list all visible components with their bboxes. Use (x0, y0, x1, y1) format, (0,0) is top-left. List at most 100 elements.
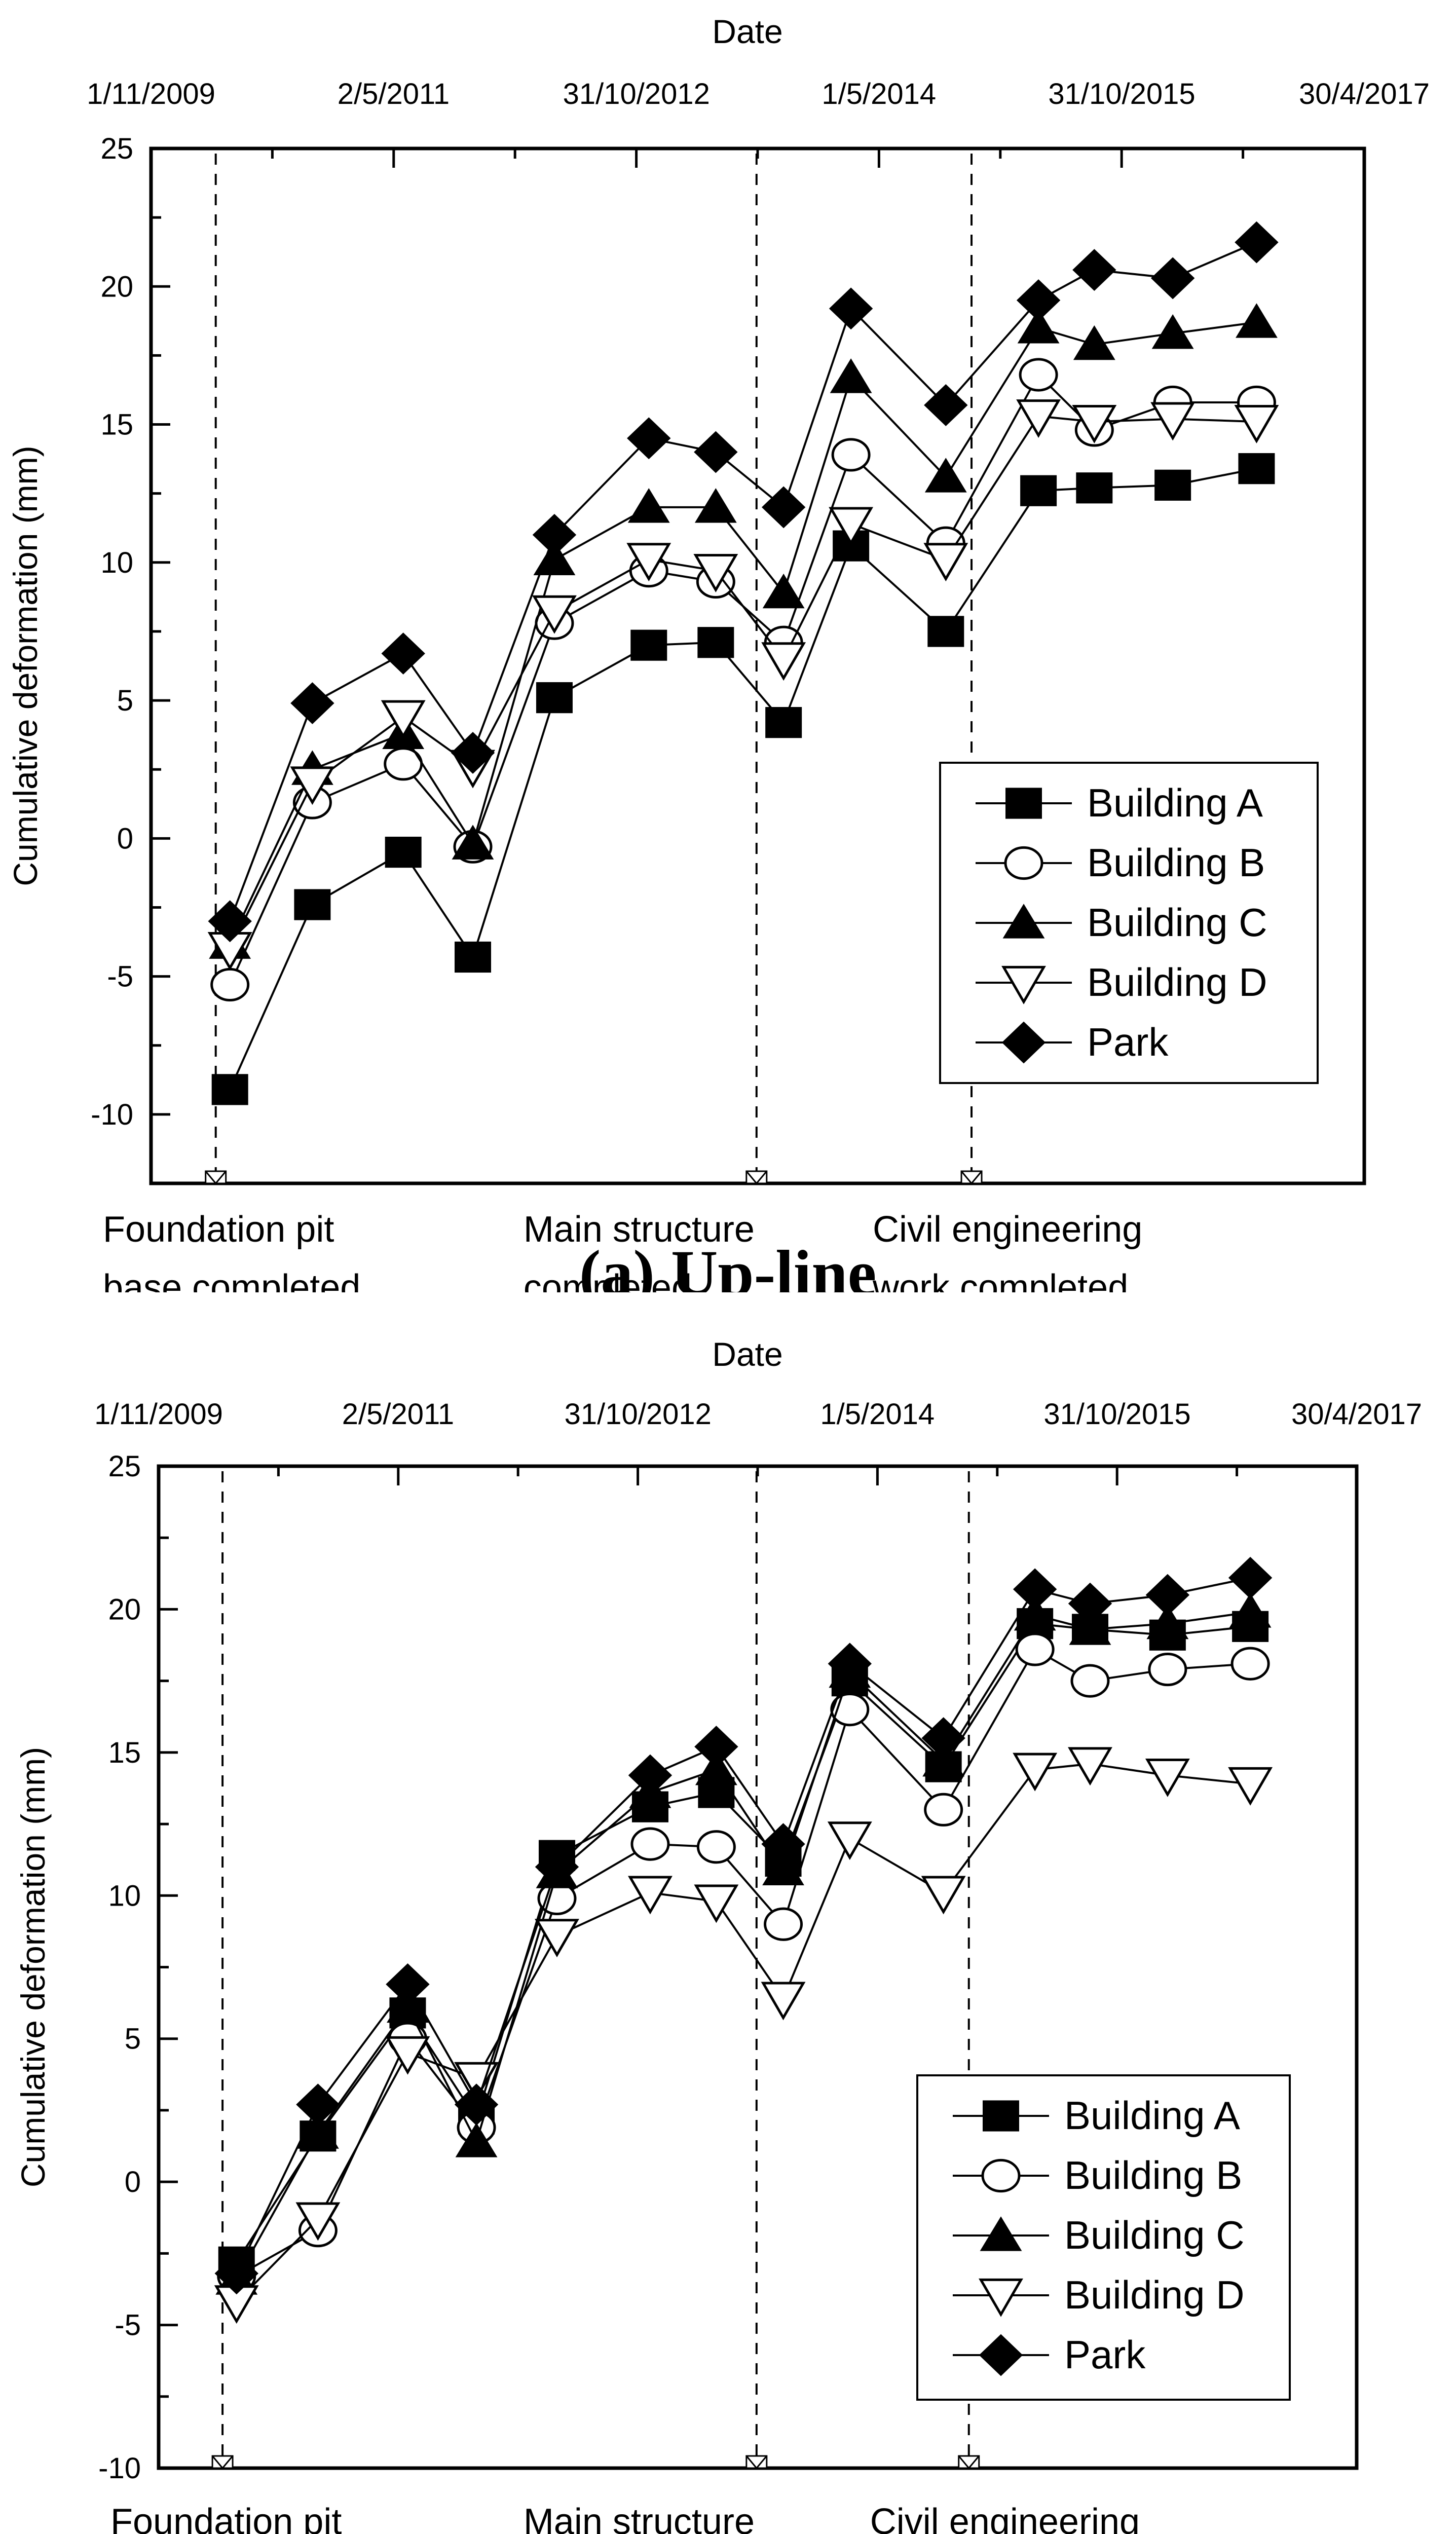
y-axis-title: Cumulative deformation (mm) (14, 1747, 52, 2187)
y-tick-label: -5 (107, 960, 133, 993)
up-line-chart-svg: Date 1/11/2009 2/5/2011 31/10/2012 1/5/2014 3… (7, 13, 1430, 1309)
x-tick-label: 31/10/2015 (1048, 78, 1195, 110)
triangle-down-marker (827, 1821, 872, 1860)
x-tick-label: 31/10/2012 (563, 78, 710, 110)
diamond-marker (381, 632, 425, 675)
y-tick-label: -10 (98, 2452, 141, 2485)
legend-marker-icon (1004, 846, 1043, 880)
triangle-up-marker (452, 825, 494, 860)
y-tick-label: 0 (117, 822, 133, 855)
milestone-label: work completed (872, 1268, 1128, 1292)
x-tick-label: 30/4/2017 (1291, 1398, 1422, 1431)
legend-label: Building A (1064, 2093, 1240, 2138)
legend-marker-icon (1005, 788, 1042, 819)
x-tick-label: 2/5/2011 (338, 78, 450, 110)
milestone-marker-icon (745, 2455, 767, 2470)
triangle-up-marker (762, 1850, 804, 1886)
y-tick-label: 20 (108, 1593, 141, 1626)
y-tick-label: 20 (100, 270, 133, 303)
triangle-up-marker (455, 2122, 498, 2157)
triangle-down-marker (381, 700, 426, 739)
triangle-down-marker (385, 2036, 430, 2075)
x-tick-label: 1/11/2009 (94, 1398, 223, 1431)
circle-marker (630, 1827, 670, 1861)
diamond-marker (828, 1643, 872, 1685)
triangle-down-marker (1001, 965, 1046, 1004)
circle-marker (210, 967, 250, 1002)
milestone-marker-icon (745, 1171, 767, 1185)
y-tick-label: 10 (100, 546, 133, 579)
diamond-marker (1150, 257, 1195, 300)
triangle-down-marker (761, 642, 806, 681)
x-tick-label: 30/4/2017 (1299, 78, 1430, 110)
triangle-up-marker (980, 2216, 1022, 2251)
square-marker (385, 836, 422, 868)
x-tick-label: 31/10/2012 (565, 1398, 712, 1431)
triangle-up-marker (1069, 1610, 1111, 1645)
milestone-label: Main structure (524, 1209, 755, 1250)
triangle-down-marker (1145, 1758, 1190, 1797)
x-tick-label: 1/5/2014 (822, 78, 936, 110)
triangle-down-marker (1016, 399, 1061, 438)
diamond-marker (290, 682, 334, 724)
legend-label: Building C (1064, 2213, 1245, 2257)
milestone-label: base completed (103, 1268, 360, 1292)
triangle-up-marker (627, 488, 670, 523)
diamond-marker (532, 513, 577, 556)
diamond-marker (627, 417, 671, 460)
series-park (208, 221, 1279, 943)
chart-caption: (a) Up-line (579, 1237, 877, 1292)
x-axis-title: Date (712, 1335, 782, 1373)
triangle-down-marker (626, 543, 671, 582)
triangle-down-marker (1234, 404, 1279, 443)
triangle-up-marker (1151, 314, 1194, 349)
chart-up-line: Date 1/11/2009 2/5/2011 31/10/2012 1/5/2014 3… (7, 13, 1430, 1309)
triangle-up-marker (830, 358, 872, 393)
diamond-marker (214, 2252, 258, 2295)
circle-marker (831, 438, 871, 472)
y-tick-label: 25 (108, 1450, 141, 1483)
x-tick-label: 1/11/2009 (87, 78, 215, 110)
triangle-down-marker (694, 1884, 739, 1923)
y-tick-label: 15 (108, 1736, 141, 1769)
circle-marker (1148, 1652, 1187, 1687)
milestone-marker-icon (958, 2455, 980, 2470)
chart-caption: (b) Down-line (538, 2522, 918, 2534)
triangle-down-marker (923, 543, 968, 582)
diamond-marker (1016, 279, 1061, 321)
milestone-marker-icon (211, 2455, 234, 2470)
square-marker (1005, 788, 1042, 819)
milestone-label: Foundation pit (103, 1209, 334, 1250)
circle-marker (981, 2158, 1021, 2193)
diamond-marker (1145, 1574, 1190, 1616)
legend-marker-icon (1002, 904, 1045, 939)
triangle-up-marker (694, 488, 737, 523)
triangle-down-marker (761, 1982, 806, 2021)
legend-label: Building B (1087, 840, 1265, 885)
y-tick-label: 5 (125, 2023, 141, 2056)
circle-marker (696, 1830, 736, 1864)
square-marker (697, 627, 734, 658)
legend-label: Park (1087, 1020, 1169, 1064)
chart-down-line: Date 1/11/2009 2/5/2011 31/10/2012 1/5/2014 3… (0, 1292, 1456, 2534)
circle-marker (1004, 846, 1043, 880)
triangle-up-marker (1073, 325, 1115, 360)
y-axis-title: Cumulative deformation (mm) (7, 445, 44, 886)
square-marker (630, 629, 667, 661)
legend-marker-icon (980, 2216, 1022, 2251)
triangle-down-marker (693, 554, 738, 592)
diamond-marker (1072, 249, 1116, 291)
legend-label: Park (1064, 2332, 1146, 2377)
legend-box (916, 2074, 1291, 2401)
circle-marker (924, 1793, 963, 1827)
milestone-label: Foundation pit (110, 2502, 342, 2534)
diamond-marker (454, 2083, 499, 2126)
diamond-marker (386, 1963, 430, 2005)
x-tick-label: 31/10/2015 (1043, 1398, 1190, 1431)
milestone-label: Civil engineering (873, 1209, 1142, 1250)
triangle-up-marker (1146, 1604, 1189, 1639)
x-tick-label: 2/5/2011 (342, 1398, 454, 1431)
triangle-up-marker (922, 1742, 965, 1777)
triangle-up-marker (695, 1750, 737, 1785)
square-marker (1020, 475, 1057, 506)
